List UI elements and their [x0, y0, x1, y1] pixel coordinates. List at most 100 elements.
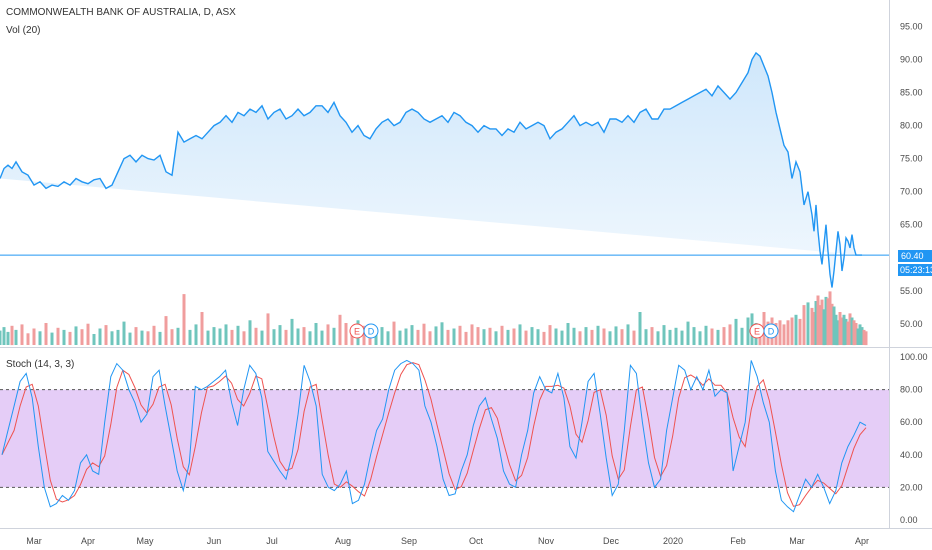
- volume-bar: [798, 318, 802, 345]
- volume-bar: [278, 325, 282, 345]
- time-axis-tick: Sep: [401, 536, 417, 546]
- time-axis-tick: Mar: [26, 536, 42, 546]
- volume-bar: [428, 331, 432, 346]
- volume-bar: [128, 332, 132, 345]
- volume-bar: [638, 312, 642, 345]
- countdown-tag: 05:23:13: [900, 265, 932, 275]
- volume-bar: [332, 327, 336, 345]
- volume-bar: [668, 329, 672, 345]
- volume-bar: [832, 306, 836, 345]
- volume-bar: [254, 327, 258, 345]
- volume-bar: [104, 325, 108, 345]
- stoch-k-line: [1, 359, 867, 513]
- volume-bar: [554, 328, 558, 345]
- price-axis-tick: 85.00: [900, 88, 923, 98]
- volume-bar: [614, 326, 618, 345]
- time-axis-tick: Jun: [207, 536, 222, 546]
- volume-bar: [248, 320, 252, 346]
- volume-bar: [602, 328, 606, 345]
- volume-bar: [692, 327, 696, 345]
- volume-bar: [326, 324, 330, 345]
- volume-bar: [62, 329, 66, 345]
- stoch-pane[interactable]: [0, 359, 889, 513]
- volume-bar: [834, 314, 838, 346]
- volume-bar: [840, 317, 844, 345]
- event-marker[interactable]: D: [763, 323, 779, 339]
- time-axis-tick: May: [136, 536, 154, 546]
- volume-bar: [344, 323, 348, 345]
- stoch-band: [0, 389, 889, 488]
- volume-bar: [272, 329, 276, 345]
- volume-bar: [506, 329, 510, 345]
- main-pane[interactable]: [0, 51, 889, 346]
- volume-bar: [218, 328, 222, 345]
- volume-bar: [778, 320, 782, 346]
- volume-bar: [816, 295, 820, 345]
- volume-bar: [680, 330, 684, 345]
- volume-bar: [686, 321, 690, 345]
- volume-bar: [728, 324, 732, 345]
- volume-bar: [236, 325, 240, 346]
- volume-bar: [266, 313, 270, 345]
- volume-bar: [820, 299, 824, 345]
- volume-bar: [500, 325, 504, 346]
- event-marker[interactable]: E: [349, 323, 365, 339]
- last-price-tag-bg: [898, 250, 932, 262]
- volume-bar: [698, 331, 702, 346]
- volume-bar: [158, 331, 162, 345]
- stoch-d-line: [1, 362, 867, 507]
- time-axis-tick: Mar: [789, 536, 805, 546]
- volume-bar: [140, 330, 144, 345]
- volume-bar: [206, 330, 210, 345]
- stoch-label: Stoch (14, 3, 3): [6, 359, 74, 370]
- volume-bar: [512, 328, 516, 345]
- time-axis-tick: 2020: [663, 536, 683, 546]
- volume-bar: [850, 317, 854, 345]
- volume-bar: [362, 325, 366, 346]
- volume-bar: [212, 327, 216, 345]
- volume-bar: [842, 314, 846, 346]
- volume-bar: [44, 323, 48, 345]
- volume-bar: [188, 329, 192, 345]
- volume-bar: [854, 323, 858, 345]
- volume-bar: [230, 329, 234, 345]
- volume-bar: [838, 312, 842, 345]
- event-marker[interactable]: D: [363, 323, 379, 339]
- volume-bar: [452, 328, 456, 345]
- volume-bar: [56, 327, 60, 345]
- time-axis-tick: Feb: [730, 536, 746, 546]
- volume-bar: [308, 331, 312, 346]
- volume-bar: [740, 327, 744, 345]
- stoch-axis-tick: 40.00: [900, 450, 923, 460]
- volume-bar: [590, 329, 594, 345]
- event-marker-label: D: [368, 327, 375, 337]
- volume-bar: [806, 302, 810, 345]
- volume-bar: [416, 329, 420, 345]
- volume-bar: [856, 328, 860, 345]
- volume-bar: [170, 329, 174, 345]
- price-axis-tick: 75.00: [900, 154, 923, 164]
- volume-bar: [86, 323, 90, 345]
- volume-bar: [644, 329, 648, 345]
- volume-bar: [494, 331, 498, 346]
- volume-bar: [844, 318, 848, 345]
- event-marker[interactable]: E: [749, 323, 765, 339]
- volume-bar: [350, 331, 354, 346]
- time-axis-tick: Apr: [855, 536, 869, 546]
- volume-bar: [572, 327, 576, 345]
- volume-bar: [38, 331, 42, 346]
- volume-bar: [290, 318, 294, 345]
- volume-bar: [458, 325, 462, 346]
- volume-bar: [32, 328, 36, 345]
- volume-bar: [6, 331, 10, 345]
- price-area: [0, 52, 862, 288]
- volume-bar: [374, 328, 378, 345]
- volume-bar: [116, 329, 120, 345]
- volume-bar: [662, 325, 666, 345]
- volume-bar: [338, 314, 342, 346]
- volume-bar: [98, 328, 102, 345]
- price-line: [0, 51, 862, 288]
- volume-bar: [224, 324, 228, 345]
- event-marker-label: E: [354, 327, 360, 337]
- volume-bar: [626, 324, 630, 345]
